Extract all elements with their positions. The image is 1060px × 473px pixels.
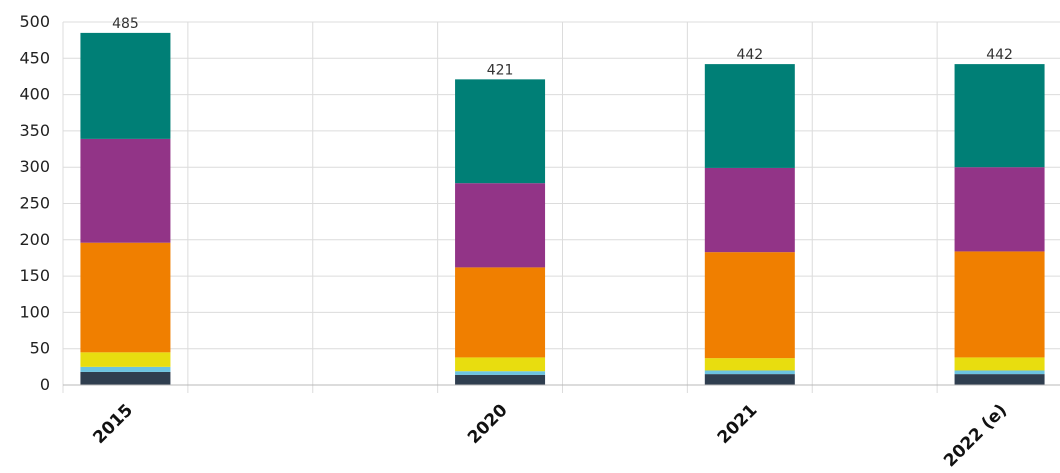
bar-segment — [455, 267, 546, 358]
y-tick-label: 0 — [40, 375, 50, 394]
y-tick-label: 100 — [19, 302, 50, 321]
y-tick-label: 400 — [19, 85, 50, 104]
bar-segment — [954, 374, 1045, 385]
y-tick-label: 350 — [19, 121, 50, 140]
x-tick-label: 2021 — [714, 400, 762, 448]
bar-segment — [80, 242, 171, 353]
bar-segment — [80, 371, 171, 385]
bar-segment — [704, 252, 795, 359]
bar-segment — [954, 357, 1045, 371]
y-tick-label: 50 — [30, 339, 50, 358]
grid-lines — [62, 21, 1060, 393]
bar-segment — [704, 167, 795, 253]
bar-segment — [455, 374, 546, 385]
bars — [80, 32, 1045, 385]
bar-segment — [80, 138, 171, 243]
bar-total-label: 442 — [986, 47, 1013, 63]
x-tick-label: 2020 — [464, 400, 512, 448]
bar-segment — [954, 167, 1045, 252]
bar-total-label: 421 — [487, 62, 514, 78]
bar-segment — [80, 32, 171, 139]
x-tick-label: 2015 — [89, 400, 137, 448]
bar-segment — [704, 370, 795, 375]
bar-segment — [954, 370, 1045, 375]
y-tick-label: 500 — [19, 12, 50, 31]
bar-segment — [954, 251, 1045, 358]
bar-segment — [455, 357, 546, 372]
bar-segment — [455, 183, 546, 268]
y-tick-label: 300 — [19, 157, 50, 176]
bar-segment — [704, 64, 795, 168]
y-tick-label: 450 — [19, 48, 50, 67]
bar-segment — [80, 352, 171, 367]
y-tick-label: 250 — [19, 194, 50, 213]
bar-segment — [455, 79, 546, 184]
bar-segment — [455, 371, 546, 375]
bar-total-label: 485 — [112, 16, 139, 32]
y-tick-label: 200 — [19, 230, 50, 249]
bar-segment — [704, 374, 795, 385]
bar-segment — [954, 64, 1045, 168]
bar-total-label: 442 — [736, 47, 763, 63]
y-tick-label: 150 — [19, 266, 50, 285]
bar-segment — [80, 366, 171, 372]
x-tick-label: 2022 (e) — [940, 400, 1011, 468]
bar-segment — [704, 358, 795, 371]
